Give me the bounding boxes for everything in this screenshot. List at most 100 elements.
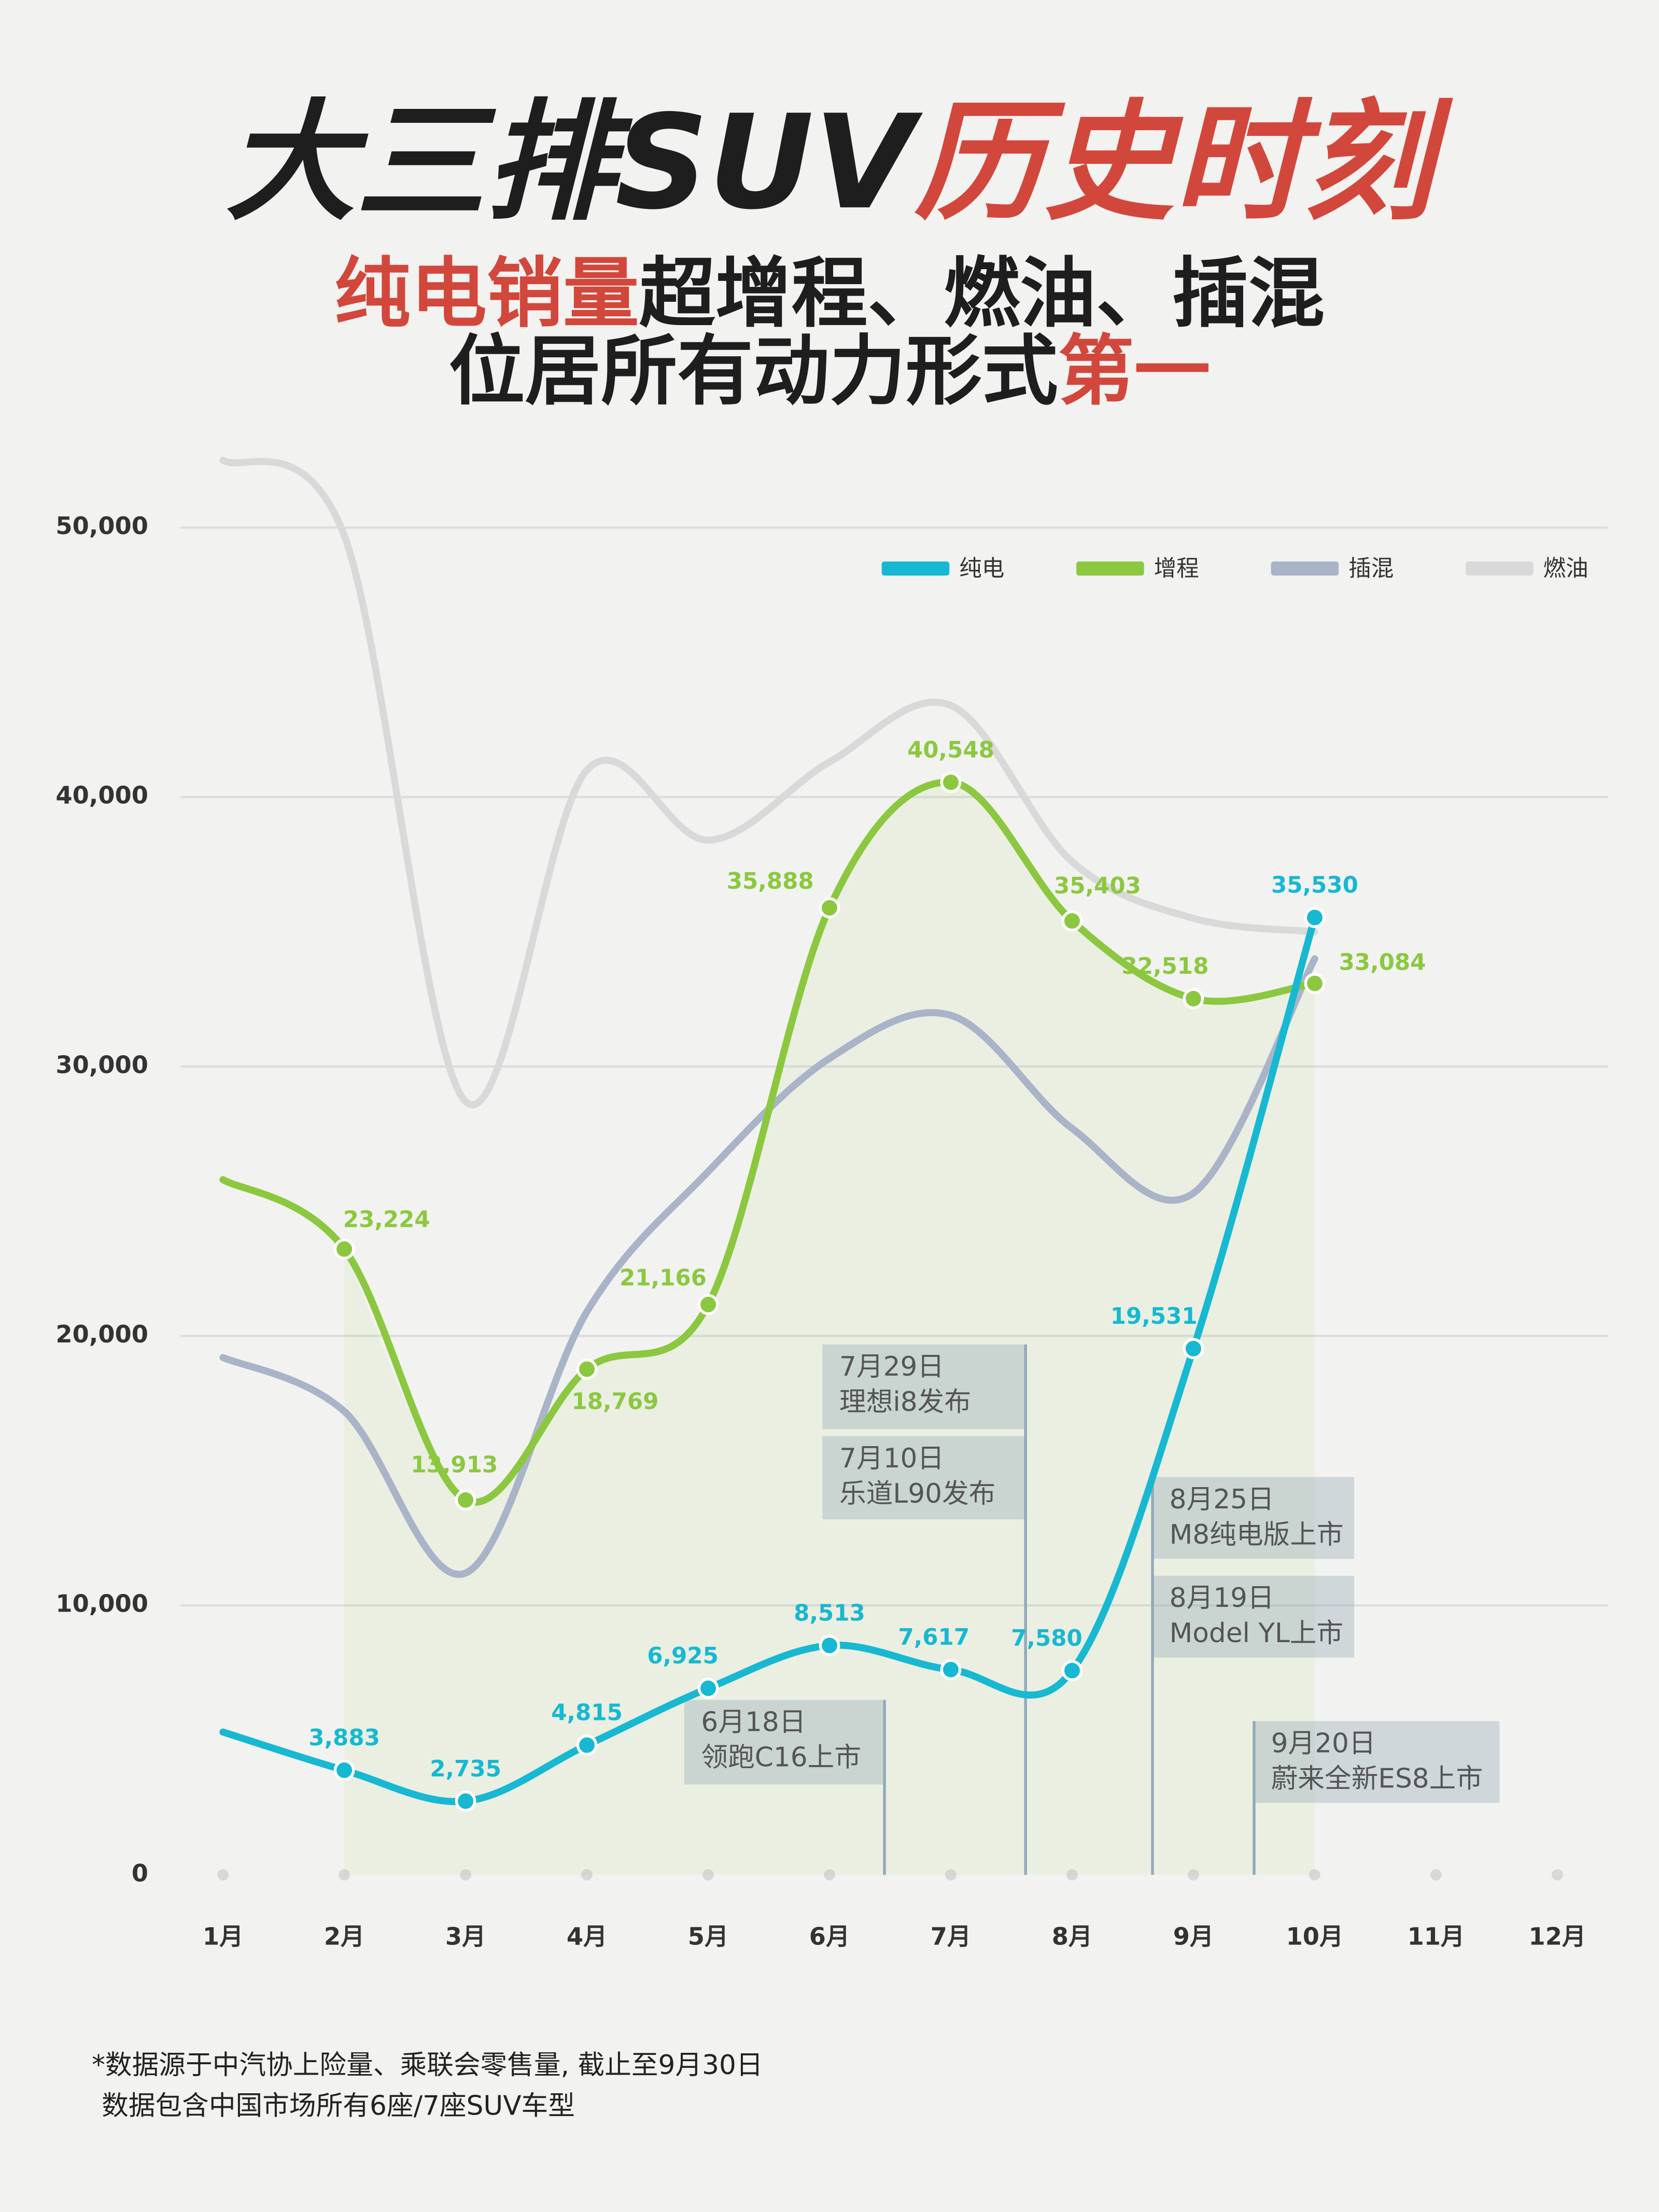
annotation-box	[1254, 1721, 1500, 1803]
point	[940, 772, 962, 793]
baseline-dot	[1309, 1869, 1320, 1881]
annotation-text: 7月10日	[839, 1443, 944, 1474]
baseline-dot	[702, 1869, 714, 1881]
baseline-dot	[1188, 1869, 1199, 1881]
baseline-dot	[945, 1869, 957, 1881]
y-tick-label: 40,000	[55, 781, 148, 809]
annotation-text: 乐道L90发布	[839, 1478, 995, 1509]
point	[1304, 973, 1326, 994]
subtitle-part: 超增程、燃油、插混	[639, 249, 1325, 338]
x-tick-label: 9月	[1173, 1923, 1214, 1951]
annotation-box	[1152, 1477, 1355, 1559]
annotation-box	[822, 1436, 1026, 1520]
point	[1304, 907, 1326, 928]
point	[1183, 988, 1204, 1010]
annotation-box	[684, 1700, 885, 1785]
data-label: 7,617	[898, 1625, 970, 1650]
data-label: 19,531	[1110, 1304, 1198, 1329]
x-tick-label: 10月	[1286, 1923, 1344, 1951]
point	[1061, 910, 1083, 932]
annotation-box	[822, 1344, 1026, 1430]
baseline-dot	[1551, 1869, 1563, 1881]
y-tick-label: 0	[132, 1859, 148, 1887]
x-tick-label: 1月	[203, 1923, 243, 1951]
baseline-dot	[460, 1869, 471, 1881]
y-tick-label: 20,000	[55, 1320, 148, 1348]
point	[455, 1790, 476, 1812]
data-label: 2,735	[430, 1756, 501, 1782]
x-tick-label: 5月	[688, 1923, 728, 1951]
point	[697, 1677, 719, 1699]
point	[940, 1659, 962, 1681]
data-label: 8,513	[794, 1601, 865, 1627]
x-tick-label: 2月	[324, 1923, 364, 1951]
point	[333, 1238, 355, 1260]
baseline-dot	[217, 1869, 229, 1881]
title-part: 大三排SUV	[226, 88, 923, 239]
point	[819, 1634, 840, 1656]
point	[455, 1489, 476, 1511]
baseline-dot	[339, 1869, 350, 1881]
data-label: 7,580	[1011, 1626, 1082, 1651]
point	[819, 897, 840, 919]
subtitle-part: 位居所有动力形式	[448, 327, 1058, 415]
legend-swatch	[1271, 561, 1339, 576]
footnote: 数据包含中国市场所有6座/7座SUV车型	[102, 2091, 575, 2122]
x-tick-label: 7月	[931, 1923, 971, 1951]
data-label: 4,815	[551, 1700, 623, 1726]
data-label: 40,548	[907, 737, 994, 763]
x-tick-label: 8月	[1052, 1923, 1092, 1951]
legend-swatch	[1076, 561, 1144, 576]
baseline-dot	[824, 1869, 835, 1881]
data-label: 32,518	[1122, 954, 1209, 979]
baseline-dot	[1066, 1869, 1078, 1881]
annotation-text: 理想i8发布	[839, 1387, 971, 1418]
annotation-text: 6月18日	[701, 1707, 806, 1738]
footnote: *数据源于中汽协上险量、乘联会零售量, 截止至9月30日	[92, 2050, 763, 2081]
x-tick-label: 12月	[1529, 1923, 1586, 1951]
data-label: 35,403	[1054, 873, 1141, 899]
point	[1183, 1338, 1204, 1360]
y-tick-label: 50,000	[55, 512, 148, 540]
legend-label: 燃油	[1543, 556, 1588, 582]
data-label: 18,769	[571, 1389, 658, 1415]
point	[576, 1359, 598, 1380]
title-part: 历史时刻	[914, 88, 1453, 239]
x-tick-label: 11月	[1408, 1923, 1465, 1951]
legend-label: 增程	[1154, 556, 1199, 582]
data-label: 35,530	[1271, 873, 1358, 899]
annotation-box	[1152, 1575, 1355, 1658]
legend-swatch	[881, 561, 950, 576]
legend-label: 纯电	[959, 556, 1004, 582]
y-tick-label: 30,000	[55, 1051, 148, 1079]
chart-title: 大三排SUV历史时刻	[226, 88, 1453, 239]
subtitle-part: 纯电销量	[334, 249, 639, 338]
annotation-text: M8纯电版上市	[1170, 1519, 1344, 1550]
data-label: 23,224	[343, 1207, 430, 1233]
annotation-text: 8月19日	[1170, 1583, 1274, 1614]
subtitle: 纯电销量超增程、燃油、插混	[334, 249, 1325, 338]
data-label: 35,888	[727, 869, 814, 894]
point	[333, 1759, 355, 1781]
subtitle-part: 第一	[1058, 327, 1211, 415]
series-line	[219, 456, 1318, 1109]
x-tick-label: 6月	[809, 1923, 850, 1951]
annotation-text: Model YL上市	[1170, 1618, 1343, 1649]
series-line	[219, 778, 1318, 1506]
legend-swatch	[1466, 561, 1534, 576]
x-tick-label: 3月	[445, 1923, 486, 1951]
data-label: 3,883	[308, 1725, 380, 1751]
baseline-dot	[1430, 1869, 1442, 1881]
annotation-text: 9月20日	[1271, 1728, 1376, 1759]
y-tick-label: 10,000	[55, 1590, 148, 1618]
subtitle: 位居所有动力形式第一	[448, 327, 1210, 415]
data-label: 21,166	[620, 1265, 707, 1291]
annotation-text: 领跑C16上市	[701, 1742, 861, 1773]
legend-label: 插混	[1348, 556, 1394, 582]
point	[697, 1294, 719, 1315]
x-tick-label: 4月	[567, 1923, 607, 1951]
annotation-text: 8月25日	[1170, 1484, 1274, 1515]
area	[344, 782, 1315, 1875]
